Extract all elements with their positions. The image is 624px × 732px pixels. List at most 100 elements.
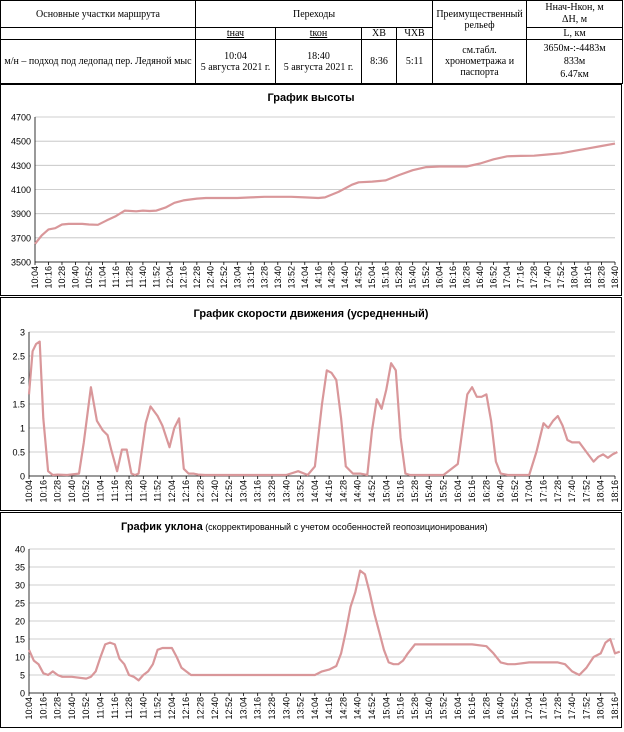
t-end-time: 18:40 [307,50,330,62]
x-tick-label: 10:52 [84,266,94,289]
relief-value: см.табл. хронометража и паспорта [432,39,528,84]
chart-title: График скорости движения (усредненный) [194,308,429,320]
x-tick-label: 14:40 [340,266,350,289]
relief-header: Преимущественный рельеф [432,0,528,40]
y-tick-label: 4500 [11,137,31,147]
y-tick-label: 0 [20,689,25,699]
x-tick-label: 12:28 [192,266,202,289]
altitude-chart-panel: График высоты 3500 3700 3900 4100 4300 4500 470… [0,84,622,296]
x-tick-label: 12:52 [224,697,234,720]
x-tick-label: 13:52 [286,266,296,289]
x-tick-label: 15:52 [421,266,431,289]
x-tick-label: 16:28 [481,697,491,720]
x-tick-label: 17:16 [539,480,549,503]
y-tick-label: 15 [15,635,25,645]
t-end-label: tкон [275,27,362,40]
x-tick-label: 15:40 [424,480,434,503]
x-tick-label: 16:40 [496,480,506,503]
series-line [27,340,618,477]
x-tick-label: 13:04 [232,266,242,289]
x-tick-label: 14:04 [310,480,320,503]
x-tick-label: 12:04 [167,697,177,720]
transitions-header: Переходы [194,0,434,28]
t-start-time: 10:04 [224,50,247,62]
y-tick-label: 1 [20,424,25,434]
y-tick-label: 10 [15,653,25,663]
y-tick-label: 2.5 [12,352,25,362]
x-tick-label: 10:16 [43,266,53,289]
x-tick-label: 10:04 [24,480,34,503]
x-tick-label: 15:40 [424,697,434,720]
series-line [27,569,621,682]
y-tick-label: 0 [20,472,25,482]
x-tick-label: 11:04 [97,266,107,288]
y-tick-label: 4100 [11,185,31,195]
h-value: 3650м-:-4483м [543,43,606,54]
x-tick-label: 15:16 [381,266,391,289]
x-tick-label: 14:52 [354,266,364,289]
x-tick-label: 17:28 [553,697,563,720]
x-tick-label: 18:16 [610,480,620,503]
speed-chart: График скорости движения (усредненный) 0 0… [12,308,620,503]
height-headers: Ннач-Нкон, м ΔН, м [526,0,624,28]
chart-title: График уклона (скорректированный с учето… [121,521,488,533]
route-segment-name: м/н – подход под ледопад пер. Ледяной мы… [0,39,196,84]
x-tick-label: 17:40 [567,697,577,720]
col1-spacer [0,27,196,40]
x-tick-label: 18:04 [570,266,580,289]
x-tick-label: 10:04 [24,697,34,720]
t-end-date: 5 августа 2021 г. [283,61,354,73]
x-tick-label: 15:52 [438,480,448,503]
t-start-date: 5 августа 2021 г. [200,61,271,73]
x-tick-label: 11:52 [151,266,161,288]
x-tick-label: 16:04 [453,480,463,503]
x-tick-label: 10:04 [30,266,40,289]
x-tick-label: 14:28 [338,697,348,720]
x-tick-label: 12:16 [181,480,191,503]
x-tick-label: 10:28 [53,480,63,503]
t-start-cell: 10:04 5 августа 2021 г. [195,39,276,84]
x-tick-label: 10:28 [53,697,63,720]
y-tick-label: 35 [15,563,25,573]
x-tick-label: 13:40 [273,266,283,289]
x-tick-label: 15:16 [396,697,406,720]
x-tick-label: 11:28 [124,697,134,719]
x-tick-label: 12:04 [165,266,175,289]
x-tick-label: 13:28 [267,480,277,503]
chart-title: График высоты [267,92,354,104]
x-tick-label: 16:52 [510,697,520,720]
x-tick-label: 13:16 [253,480,263,503]
x-tick-label: 15:04 [381,697,391,720]
x-tick-label: 12:04 [167,480,177,503]
x-tick-label: 15:16 [396,480,406,503]
y-tick-label: 1.5 [12,400,25,410]
x-tick-label: 10:40 [70,266,80,289]
x-tick-label: 16:16 [467,480,477,503]
x-tick-label: 10:40 [67,697,77,720]
x-tick-label: 13:28 [259,266,269,289]
x-tick-label: 18:16 [583,266,593,289]
x-tick-label: 13:40 [281,480,291,503]
x-tick-label: 11:16 [111,266,121,288]
x-tick-label: 13:16 [253,697,263,720]
chart-title-note: (скорректированный с учетом особенностей… [203,522,488,532]
speed-chart-panel: График скорости движения (усредненный) 0 0… [0,297,622,511]
x-tick-label: 13:28 [267,697,277,720]
x-tick-label: 15:52 [438,697,448,720]
x-tick-label: 17:52 [556,266,566,289]
x-tick-label: 16:04 [435,266,445,289]
t-start-label: tнач [195,27,276,40]
altitude-chart: График высоты 3500 3700 3900 4100 4300 4500 470… [11,92,620,289]
series-line [34,142,616,245]
chxv-label: ЧХВ [395,27,434,40]
x-tick-label: 17:40 [567,480,577,503]
y-tick-label: 3900 [11,209,31,219]
x-tick-label: 11:04 [95,480,105,502]
x-tick-label: 16:40 [475,266,485,289]
y-tick-label: 0.5 [12,448,25,458]
x-tick-label: 11:16 [110,480,120,502]
x-tick-label: 15:28 [394,266,404,289]
y-tick-label: 20 [15,617,25,627]
x-tick-label: 14:40 [353,480,363,503]
y-tick-label: 40 [15,545,25,555]
